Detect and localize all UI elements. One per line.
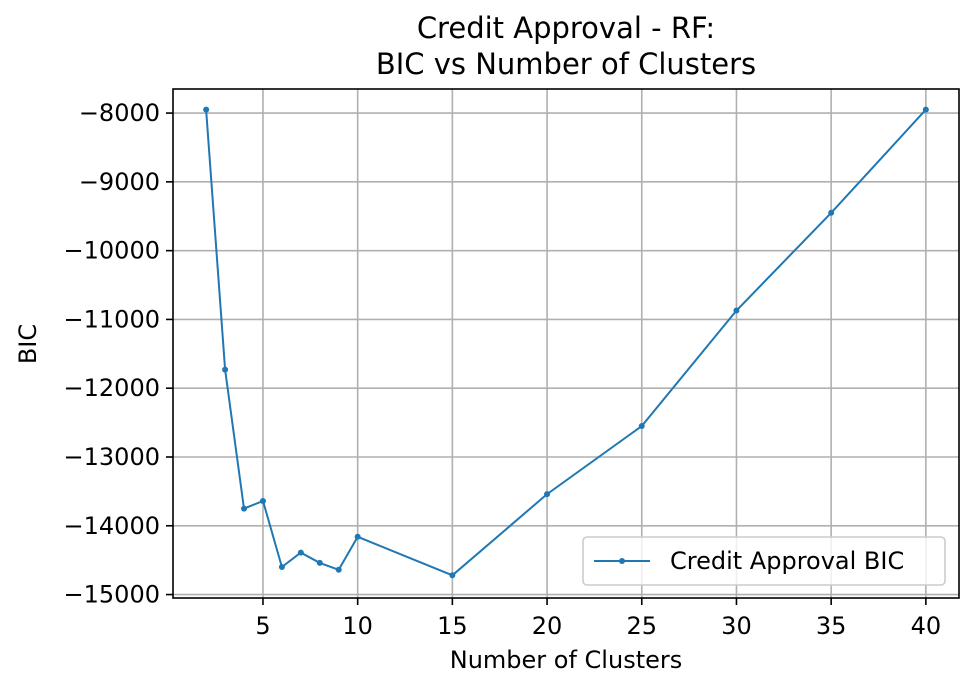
data-point: [544, 491, 551, 498]
legend-box: [582, 536, 946, 586]
data-point: [222, 366, 229, 373]
y-tick-label: −8000: [79, 99, 160, 127]
y-tick-label: −10000: [64, 237, 160, 265]
y-axis-label: BIC: [14, 324, 42, 364]
data-point: [828, 209, 835, 216]
data-point: [241, 505, 248, 512]
x-tick-label: 30: [721, 612, 752, 640]
data-point: [203, 106, 210, 113]
data-point: [297, 549, 304, 556]
x-tick-label: 35: [816, 612, 847, 640]
data-point: [316, 559, 323, 566]
y-tick-label: −9000: [79, 168, 160, 196]
y-tick-label: −14000: [64, 512, 160, 540]
x-tick-label: 25: [626, 612, 657, 640]
x-tick-label: 10: [342, 612, 373, 640]
x-axis-label: Number of Clusters: [450, 646, 683, 674]
chart-title-line-2: BIC vs Number of Clusters: [376, 47, 756, 81]
legend-label: Credit Approval BIC: [670, 547, 904, 575]
x-tick-label: 5: [255, 612, 270, 640]
data-point: [922, 106, 929, 113]
x-tick-label: 40: [911, 612, 942, 640]
plot-frame: [172, 88, 960, 599]
data-point: [733, 307, 740, 314]
legend-marker-swatch: [619, 558, 625, 564]
series-line: [205, 108, 927, 577]
x-tick-label: 20: [532, 612, 563, 640]
axis-ticks: 5 10 15 20 25 30 35 40 −8000 −9000 −10000 −11000 −12…: [64, 99, 942, 640]
grid-lines: [173, 89, 959, 598]
data-point: [354, 533, 361, 540]
legend: Credit Approval BIC: [582, 536, 946, 586]
data-point: [449, 572, 456, 579]
y-tick-label: −13000: [64, 443, 160, 471]
data-point: [335, 566, 342, 573]
data-point: [259, 498, 266, 505]
y-tick-label: −12000: [64, 374, 160, 402]
x-tick-label: 15: [437, 612, 468, 640]
series-layer: [203, 106, 929, 579]
y-tick-label: −15000: [64, 581, 160, 609]
data-point: [638, 423, 645, 430]
chart-title-line-1: Credit Approval - RF:: [417, 11, 715, 45]
data-point: [278, 564, 285, 571]
y-tick-label: −11000: [64, 305, 160, 333]
